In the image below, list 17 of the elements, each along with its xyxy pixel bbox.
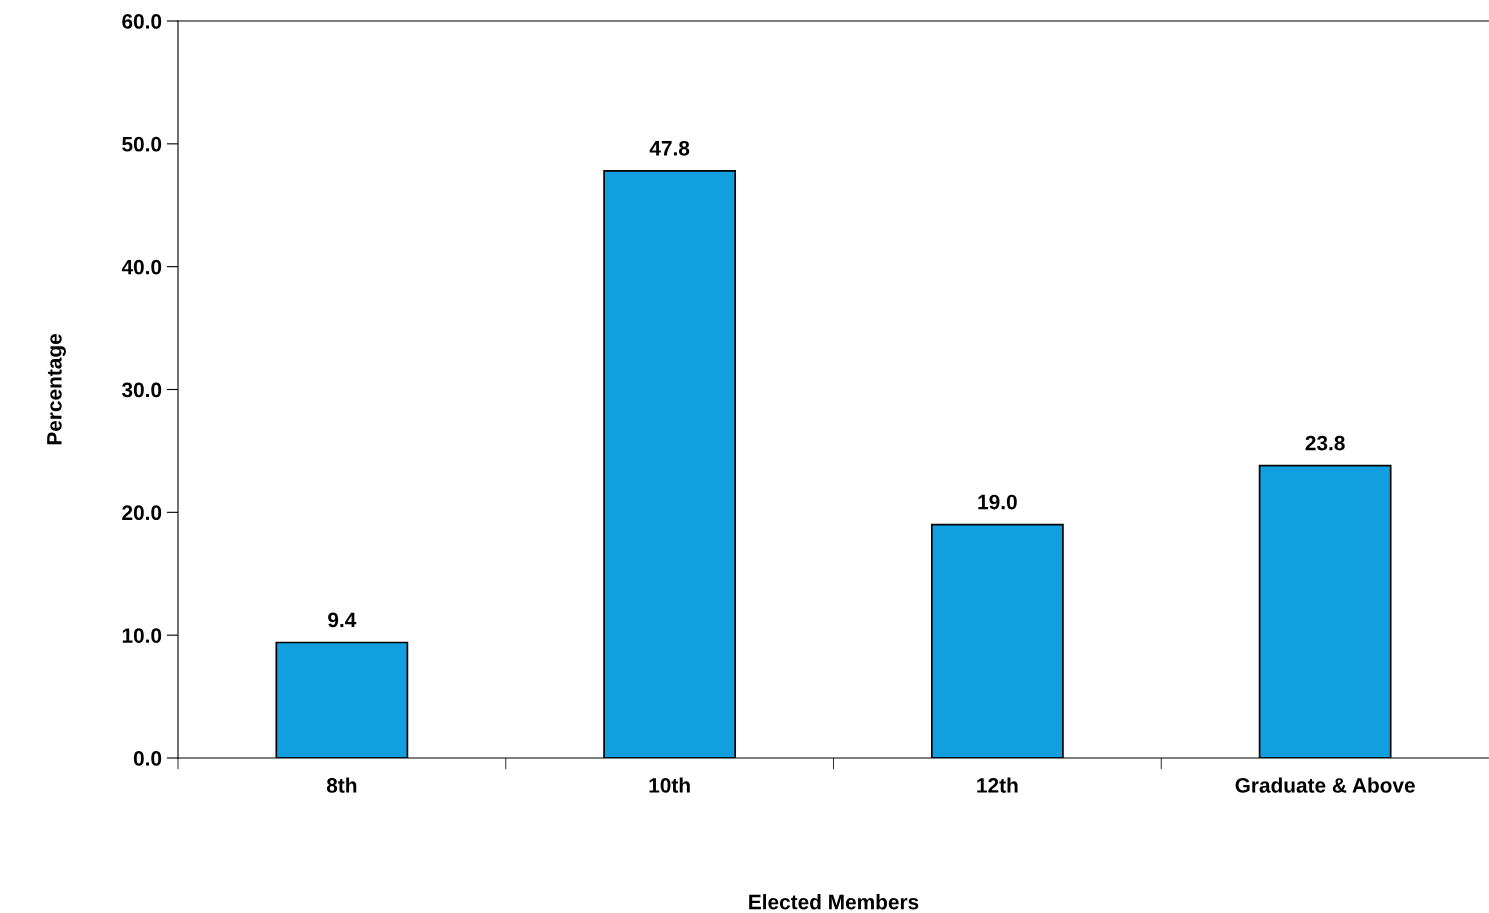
y-tick-label: 10.0 [122,628,162,643]
data-label: 19.0 [978,494,1017,510]
data-label: 9.4 [328,612,357,628]
x-tick-label: 12th [977,777,1018,793]
y-tick-label: 50.0 [122,136,162,152]
data-label: 47.8 [649,140,690,156]
x-tick-label: 8th [326,777,357,793]
y-tick-label: 20.0 [122,505,162,521]
x-tick-label: 10th [649,777,690,793]
y-tick-label: 60.0 [122,14,162,29]
x-axis-title: Elected Members [749,894,919,910]
y-axis-title: Percentage [47,334,66,445]
y-tick-label: 0.0 [133,751,162,766]
y-tick-label: 40.0 [121,259,162,275]
x-tick-label: Graduate & Above [1235,777,1415,793]
y-tick-label: 30.0 [121,382,162,398]
data-label: 23.8 [1305,435,1345,451]
